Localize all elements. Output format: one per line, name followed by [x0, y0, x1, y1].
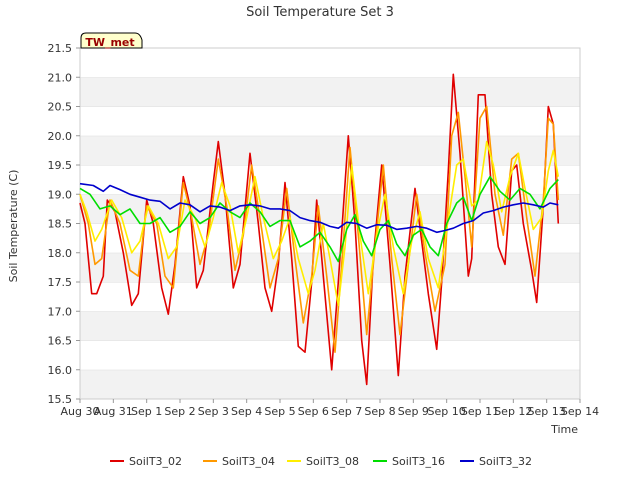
- series-line-soilt3-02: [79, 73, 560, 386]
- grid-band: [80, 311, 580, 341]
- annotation-box-shape: [80, 32, 143, 49]
- legend-item: SoilT3_08: [287, 455, 359, 468]
- annotation-box: TW_met: [80, 32, 143, 49]
- x-tick-label: Sep 5: [264, 405, 295, 418]
- y-tick-label: 16.0: [48, 364, 73, 377]
- legend-item: SoilT3_16: [373, 455, 445, 468]
- legend-label: SoilT3_08: [306, 455, 359, 468]
- y-tick-label: 18.0: [48, 247, 73, 260]
- x-tick-label: Sep 12: [494, 405, 532, 418]
- x-tick-label: Sep 4: [231, 405, 262, 418]
- x-axis-label: Time: [550, 423, 578, 436]
- legend-label: SoilT3_16: [392, 455, 445, 468]
- x-tick-label: Aug 30: [61, 405, 100, 418]
- y-tick-label: 15.5: [48, 393, 73, 406]
- y-tick-label: 16.5: [48, 335, 73, 348]
- x-tick-label: Aug 31: [94, 405, 133, 418]
- series-line-soilt3-32: [79, 182, 559, 234]
- series-line-soilt3-16: [79, 175, 559, 263]
- annotation-label: TW_met: [85, 36, 134, 49]
- x-tick-label: Sep 7: [331, 405, 362, 418]
- grid-band: [80, 48, 580, 78]
- y-tick-label: 20.5: [48, 101, 73, 114]
- grid-band: [80, 77, 580, 107]
- x-tick-label: Sep 10: [428, 405, 466, 418]
- x-tick-label: Sep 9: [398, 405, 429, 418]
- x-tick-label: Sep 8: [364, 405, 395, 418]
- y-tick-label: 21.5: [48, 42, 73, 55]
- x-tick-label: Sep 6: [298, 405, 329, 418]
- chart-title: Soil Temperature Set 3: [246, 5, 394, 20]
- grid-band: [80, 369, 580, 399]
- y-axis-ticks: 15.5 16.0 16.5 17.0 17.5 18.0 18.5 19.0 19.5 20.0…: [48, 42, 80, 406]
- grid-band: [80, 135, 580, 165]
- x-tick-label: Sep 1: [131, 405, 162, 418]
- y-tick-label: 17.0: [48, 305, 73, 318]
- plot-bands: [80, 47, 580, 399]
- legend-item: SoilT3_32: [460, 455, 532, 468]
- x-tick-label: Sep 13: [528, 405, 566, 418]
- legend-item: SoilT3_02: [110, 455, 182, 468]
- y-tick-label: 19.0: [48, 188, 73, 201]
- legend-label: SoilT3_32: [479, 455, 532, 468]
- x-tick-label: Sep 14: [561, 405, 599, 418]
- y-tick-label: 21.0: [48, 71, 73, 84]
- legend: SoilT3_02 SoilT3_04 SoilT3_08 SoilT3_16 Soil…: [110, 455, 532, 468]
- x-tick-label: Sep 11: [461, 405, 499, 418]
- y-tick-label: 19.5: [48, 159, 73, 172]
- y-tick-label: 18.5: [48, 218, 73, 231]
- grid-band: [80, 106, 580, 136]
- series-lines: [79, 73, 560, 386]
- series-line-soilt3-04: [79, 105, 560, 354]
- series-line-soilt3-08: [79, 140, 560, 307]
- legend-label: SoilT3_04: [222, 455, 275, 468]
- y-tick-label: 17.5: [48, 276, 73, 289]
- y-tick-label: 20.0: [48, 130, 73, 143]
- legend-label: SoilT3_02: [129, 455, 182, 468]
- x-tick-label: Sep 2: [164, 405, 195, 418]
- grid-band: [80, 165, 580, 195]
- x-tick-label: Sep 3: [198, 405, 229, 418]
- legend-item: SoilT3_04: [203, 455, 275, 468]
- y-axis-label: Soil Temperature (C): [7, 170, 20, 283]
